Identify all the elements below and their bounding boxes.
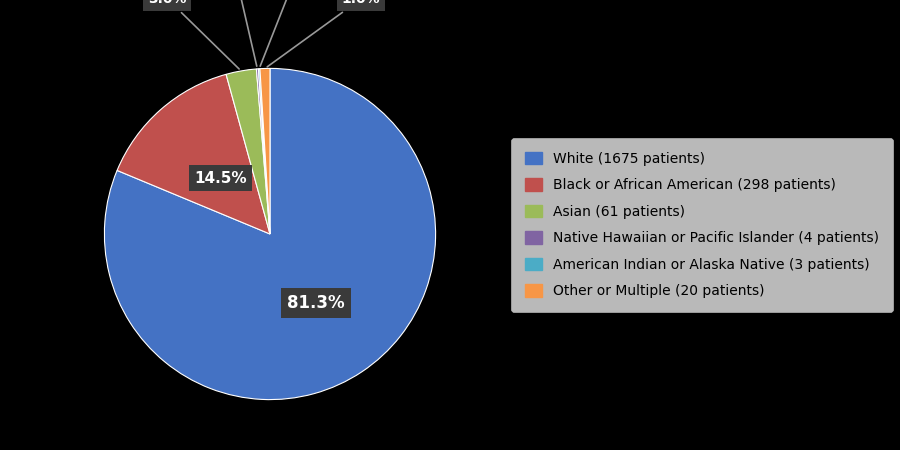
Text: 0.2%: 0.2% xyxy=(214,0,256,66)
Text: 14.5%: 14.5% xyxy=(194,171,247,185)
Wedge shape xyxy=(256,69,270,234)
Text: 0.1%: 0.1% xyxy=(260,0,320,66)
Wedge shape xyxy=(258,69,270,234)
Wedge shape xyxy=(117,74,270,234)
Wedge shape xyxy=(260,68,270,234)
Wedge shape xyxy=(226,69,270,234)
Text: 3.0%: 3.0% xyxy=(148,0,239,69)
Legend: White (1675 patients), Black or African American (298 patients), Asian (61 patie: White (1675 patients), Black or African … xyxy=(511,138,893,312)
Text: 81.3%: 81.3% xyxy=(287,294,345,312)
Text: 1.0%: 1.0% xyxy=(267,0,381,67)
Wedge shape xyxy=(104,68,436,400)
